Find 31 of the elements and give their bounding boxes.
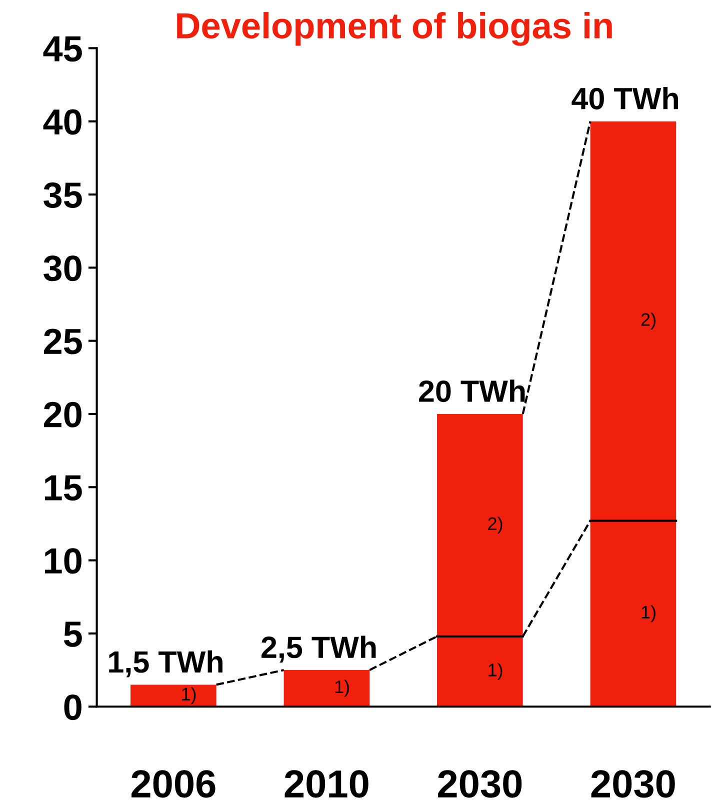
y-tick-label: 15 [45, 475, 82, 501]
bar [130, 684, 216, 707]
bar [284, 670, 370, 707]
y-tick-label: 20 [44, 402, 82, 428]
series-label: 2) [488, 516, 502, 534]
x-tick-label: 2010 [284, 770, 368, 798]
chart-title: Development of biogas in [177, 12, 612, 46]
text: 1) [642, 605, 656, 622]
y-tick-label: 30 [44, 256, 82, 282]
text: 2) [641, 312, 656, 330]
x-tick-label: 2006 [132, 770, 216, 798]
y-tick-label: 5 [64, 622, 82, 647]
total-label: 1,5 TWh [109, 650, 222, 678]
bar [590, 520, 676, 707]
y-tick-label: 35 [44, 182, 82, 208]
x-tick-label: 2030 [438, 770, 522, 798]
y-tick-label: 10 [45, 548, 82, 574]
total-label: 40 TWh [572, 87, 678, 110]
bar [590, 121, 676, 521]
y-tick-label: 25 [44, 328, 82, 354]
y-tick-label: 45 [43, 36, 82, 62]
total-label: 20 TWh [419, 380, 525, 402]
x-tick-label: 2030 [591, 770, 675, 798]
y-tick-label: 40 [43, 109, 82, 135]
bar [437, 636, 523, 707]
series-label: 1) [182, 687, 196, 704]
total-label: 2,5 TWh [262, 636, 376, 663]
text: 1) [488, 663, 502, 680]
y-tick-label: 0 [64, 694, 82, 720]
bar [437, 414, 523, 636]
text: 1) [335, 680, 349, 697]
